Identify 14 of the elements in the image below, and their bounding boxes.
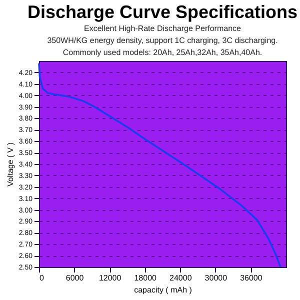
x-tick-label: 18000 bbox=[134, 274, 158, 282]
chart-subtitle: Excellent High-Rate Discharge Performance bbox=[84, 24, 242, 33]
x-tick-label: 36000 bbox=[240, 274, 263, 282]
x-tick-label: 24000 bbox=[170, 274, 192, 282]
text: 350WH/KG energy density, support 1C charging, 3C discharging. bbox=[47, 36, 278, 45]
line-series bbox=[38, 62, 282, 268]
x-tick-label: 30000 bbox=[204, 274, 228, 282]
x-tick-label: 0 bbox=[40, 274, 44, 282]
chart-title: Discharge Curve Specifications bbox=[27, 2, 298, 22]
text: Commonly used models: 20Ah, 25Ah,32Ah, 35Ah,40Ah. bbox=[62, 48, 262, 57]
x-tick-label: 6000 bbox=[66, 274, 84, 282]
x-axis-title: capacity ( mAh ) bbox=[134, 286, 192, 294]
x-tick-label: 12000 bbox=[98, 274, 122, 282]
y-axis-title: Voltage ( V ) bbox=[6, 142, 15, 187]
